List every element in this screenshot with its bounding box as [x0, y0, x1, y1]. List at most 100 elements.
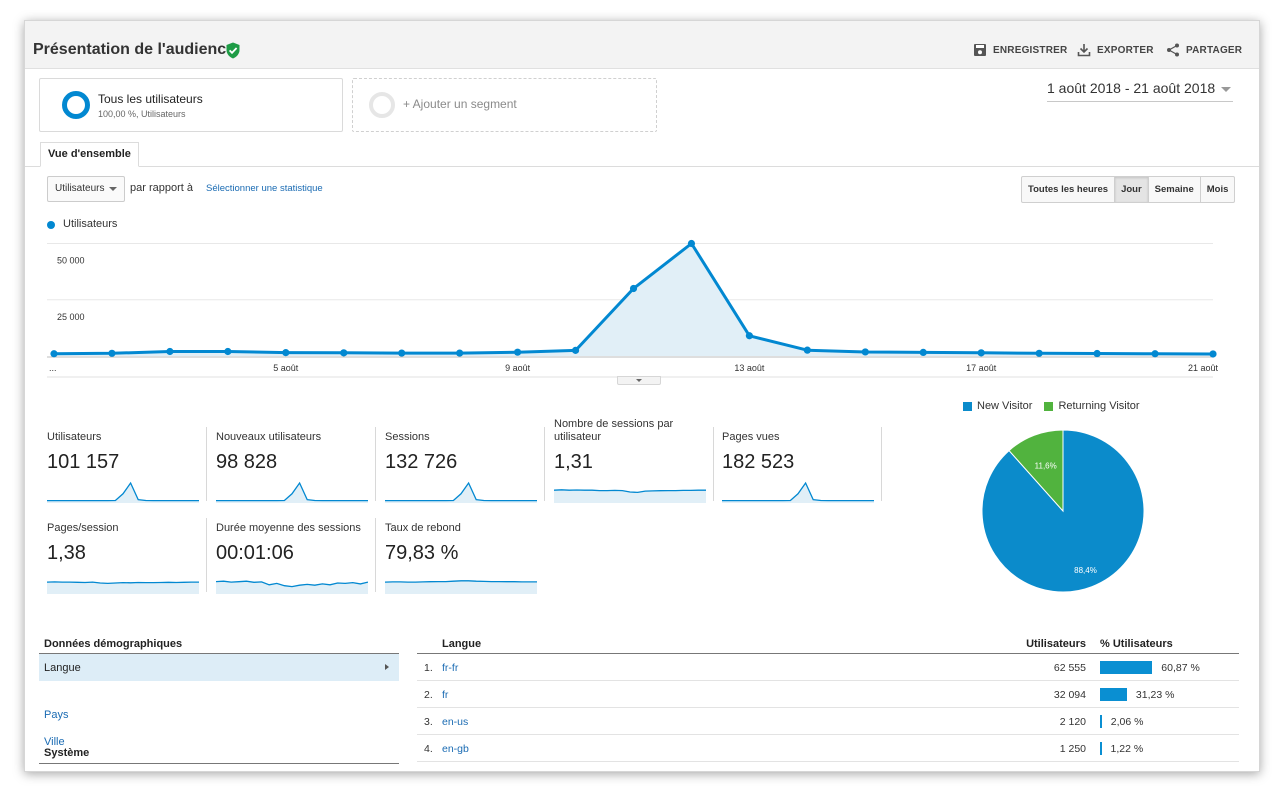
x-tick-label: 5 août: [273, 363, 299, 373]
select-statistic-link[interactable]: Sélectionner une statistique: [206, 183, 323, 194]
legend-swatch: [1044, 401, 1054, 411]
language-link[interactable]: en-gb: [442, 743, 469, 755]
verified-shield-icon: [226, 42, 240, 59]
metric-select-value: Utilisateurs: [55, 183, 105, 194]
tab-overview[interactable]: Vue d'ensemble: [40, 142, 139, 167]
header-users[interactable]: Utilisateurs: [1026, 638, 1086, 650]
users-pct-bar: [1100, 715, 1102, 728]
granularity-month[interactable]: Mois: [1206, 184, 1229, 195]
chart-data-point[interactable]: [456, 349, 464, 357]
chart-data-point[interactable]: [1093, 349, 1101, 358]
table-row: 2. fr 32 094 31,23 %: [417, 681, 1239, 708]
share-icon: [1167, 43, 1179, 57]
sparkline-line: [554, 489, 706, 494]
language-table: Langue Utilisateurs % Utilisateurs 1. fr-…: [417, 635, 1239, 771]
demographics-item-langue[interactable]: Langue: [39, 654, 399, 681]
metric-tile[interactable]: Taux de rebond 79,83 %: [385, 522, 553, 602]
chart-data-point[interactable]: [977, 349, 985, 357]
sparkline-line: [216, 580, 368, 588]
segment-name: Tous les utilisateurs: [98, 92, 203, 106]
chart-data-point[interactable]: [1151, 350, 1159, 358]
metric-tile[interactable]: Pages vues 182 523: [722, 427, 890, 511]
chart-data-point[interactable]: [166, 347, 174, 356]
metric-label: Taux de rebond: [385, 522, 461, 534]
save-label: ENREGISTRER: [993, 44, 1068, 56]
users-count: 2 120: [1059, 716, 1086, 728]
sparkline-line: [216, 481, 368, 502]
metric-tile[interactable]: Utilisateurs 101 157: [47, 427, 215, 511]
metric-value: 1,31: [554, 451, 593, 473]
row-index: 1.: [424, 662, 433, 674]
export-button[interactable]: EXPORTER: [1077, 43, 1154, 57]
chart-data-point[interactable]: [514, 348, 522, 356]
users-pct-bar: [1100, 688, 1127, 701]
x-tick-label: 21 août: [1188, 363, 1219, 373]
chart-data-point[interactable]: [629, 284, 638, 293]
demographics-title: Données démographiques: [44, 638, 183, 650]
chart-data-point[interactable]: [1035, 349, 1043, 357]
sparkline-fill: [216, 581, 368, 594]
sparkline-fill: [554, 489, 706, 503]
demographics-item-ville[interactable]: Ville: [44, 736, 65, 748]
chart-data-point[interactable]: [861, 348, 869, 356]
chart-data-point[interactable]: [108, 349, 116, 357]
metric-tile[interactable]: Sessions 132 726: [385, 427, 553, 511]
pie-slice[interactable]: [981, 429, 1145, 593]
metric-tile[interactable]: Durée moyenne des sessions 00:01:06: [216, 518, 384, 602]
metric-tile[interactable]: Nouveaux utilisateurs 98 828: [216, 427, 384, 511]
chart-data-point[interactable]: [398, 349, 406, 357]
metric-select[interactable]: Utilisateurs: [47, 176, 125, 202]
metric-value: 1,38: [47, 542, 86, 564]
language-link[interactable]: en-us: [442, 716, 469, 728]
demographics-item-pays[interactable]: Pays: [44, 709, 69, 721]
metric-sparkline: [385, 580, 537, 594]
legend-new-visitor-label: New Visitor: [977, 400, 1033, 412]
segment-all-users[interactable]: Tous les utilisateurs 100,00 %, Utilisat…: [39, 78, 343, 132]
sparkline-line: [722, 481, 874, 502]
add-segment-button[interactable]: + Ajouter un segment: [352, 78, 657, 132]
granularity-day[interactable]: Jour: [1115, 177, 1149, 202]
metric-separator: [713, 427, 714, 501]
y-tick-label: 25 000: [57, 312, 85, 322]
chart-expand-handle[interactable]: [617, 376, 661, 385]
pie-slice[interactable]: [1008, 429, 1064, 513]
legend-new-visitor: New Visitor: [963, 400, 1032, 412]
chart-data-point[interactable]: [282, 349, 290, 357]
metric-separator: [375, 427, 376, 501]
metric-label: Durée moyenne des sessions: [216, 522, 361, 534]
row-index: 3.: [424, 716, 433, 728]
chart-data-point[interactable]: [803, 346, 811, 354]
sparkline-line: [385, 580, 537, 583]
empty-segment-ring-icon: [369, 92, 395, 118]
export-label: EXPORTER: [1097, 44, 1154, 56]
row-index: 2.: [424, 689, 433, 701]
metric-sparkline: [47, 581, 199, 594]
table-divider: [417, 653, 1239, 654]
language-link[interactable]: fr: [442, 689, 449, 701]
metric-sparkline: [385, 481, 537, 503]
chart-data-point[interactable]: [224, 347, 232, 356]
metric-tile[interactable]: Nombre de sessions par utilisateur 1,31: [554, 418, 722, 503]
chart-data-point[interactable]: [687, 239, 696, 248]
save-icon: [974, 44, 986, 56]
chart-data-point[interactable]: [50, 350, 58, 358]
chart-data-point[interactable]: [571, 346, 580, 354]
sparkline-fill: [385, 580, 537, 594]
chart-data-point[interactable]: [745, 332, 754, 340]
share-button[interactable]: PARTAGER: [1166, 43, 1242, 57]
table-row: 1. fr-fr 62 555 60,87 %: [417, 654, 1239, 681]
granularity-week[interactable]: Semaine: [1149, 177, 1201, 202]
chevron-right-icon: [385, 664, 389, 670]
chart-data-point[interactable]: [919, 348, 927, 356]
chart-data-point[interactable]: [340, 349, 348, 357]
chart-data-point[interactable]: [1209, 350, 1217, 358]
save-report-button[interactable]: ENREGISTRER: [973, 43, 1067, 57]
header-users-pct: % Utilisateurs: [1100, 638, 1173, 650]
metric-tile[interactable]: Pages/session 1,38: [47, 518, 215, 602]
granularity-hourly[interactable]: Toutes les heures: [1022, 177, 1116, 202]
metric-label: Sessions: [385, 431, 430, 443]
language-link[interactable]: fr-fr: [442, 662, 459, 674]
date-range-picker[interactable]: 1 août 2018 - 21 août 2018: [1047, 80, 1233, 102]
x-tick-label: 9 août: [505, 363, 531, 373]
users-pct: 2,06 %: [1110, 716, 1144, 728]
